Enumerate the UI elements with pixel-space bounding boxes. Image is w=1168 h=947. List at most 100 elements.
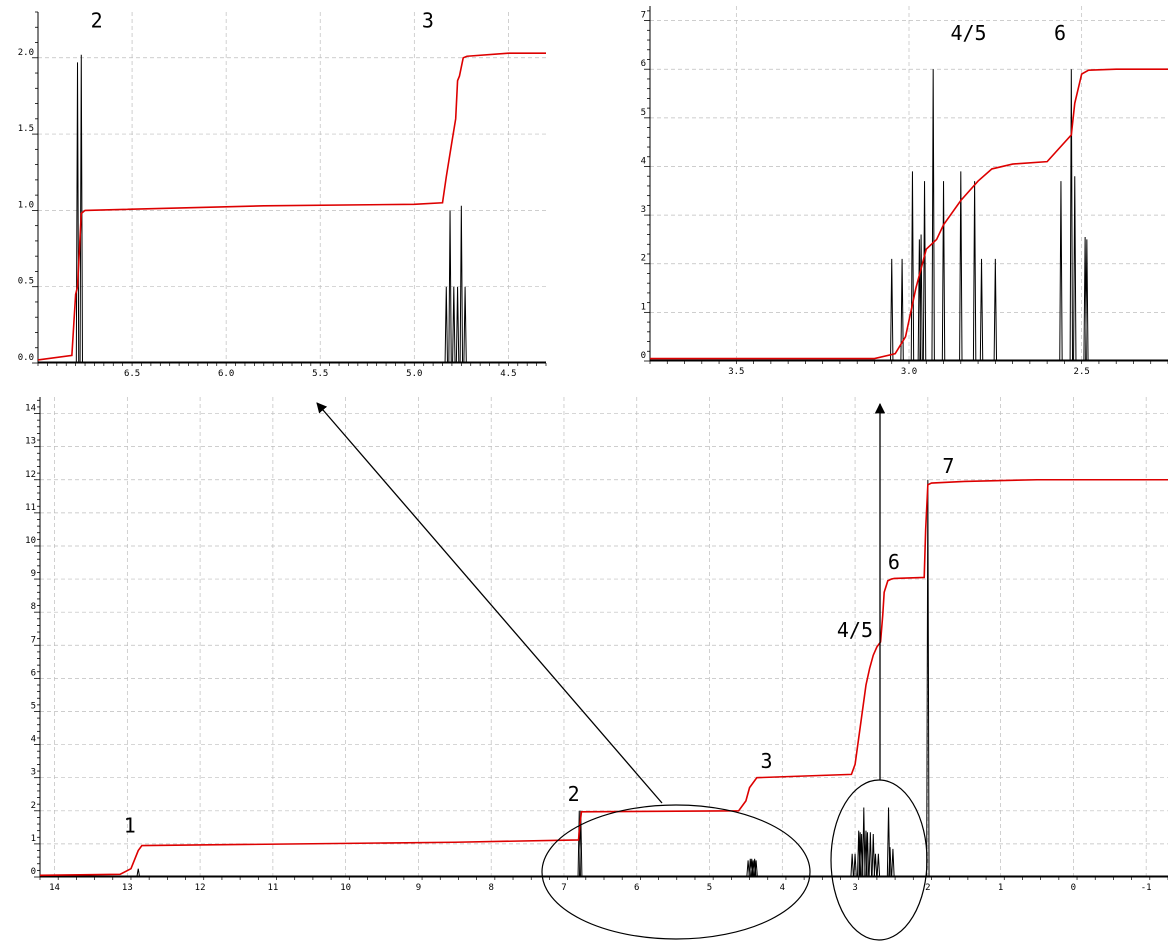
x-tick-label: 7: [561, 883, 566, 893]
y-tick-label: 7: [641, 11, 646, 21]
y-tick-label: 5: [641, 108, 646, 118]
x-tick-label: 11: [267, 883, 278, 893]
spectrum-peak: [579, 810, 583, 877]
spectrum-series: [650, 69, 1168, 361]
y-tick-label: 1.5: [18, 124, 34, 134]
spectrum-series: [38, 54, 546, 363]
y-tick-label: 5: [31, 701, 36, 711]
spectrum-peak: [876, 853, 881, 877]
zoom-ellipse-right: [830, 779, 928, 941]
peak-group-label: 7: [942, 454, 954, 478]
x-tick-label: 14: [49, 883, 60, 893]
spectrum-peak: [931, 69, 935, 361]
grid: [38, 12, 546, 364]
y-tick-label: 12: [25, 470, 36, 480]
y-tick-label: 11: [25, 503, 36, 513]
x-tick-label: 5: [707, 883, 712, 893]
spectrum-peak: [853, 853, 857, 877]
y-tick-label: 0.5: [18, 277, 34, 287]
x-tick-label: 10: [340, 883, 351, 893]
spectrum-peak: [1059, 181, 1063, 361]
spectrum-peak: [459, 205, 464, 363]
y-tick-label: 2.0: [18, 48, 34, 58]
y-tick-label: 1: [31, 834, 36, 844]
y-tick-label: 13: [25, 437, 36, 447]
y-tick-label: 0.0: [18, 353, 34, 363]
peak-group-label: 4/5: [837, 618, 873, 642]
x-tick-label: 13: [122, 883, 133, 893]
x-tick-label: 6.0: [218, 369, 234, 379]
y-tick-label: 1.0: [18, 200, 34, 210]
spectrum-peak: [75, 62, 80, 363]
integral-curve: [39, 478, 1168, 877]
y-tick-label: 6: [641, 59, 646, 69]
spectrum-peak: [959, 171, 963, 361]
y-tick-label: 2: [641, 254, 646, 264]
spectrum-peak: [79, 54, 83, 363]
spectrum-peak: [452, 286, 456, 363]
peak-group-label: 4/5: [950, 21, 986, 45]
x-tick-label: 1: [998, 883, 1003, 893]
grid: [40, 397, 1168, 878]
x-tick-label: 0: [1071, 883, 1076, 893]
x-tick-label: 2: [925, 883, 930, 893]
peak-group-label: 6: [1054, 21, 1066, 45]
spectrum-peak: [891, 848, 895, 877]
spectrum-peak: [463, 286, 467, 363]
spectrum-peak: [941, 181, 946, 361]
spectrum-peak: [900, 258, 904, 361]
spectrum-peak: [910, 171, 915, 361]
x-tick-label: 9: [416, 883, 421, 893]
spectrum-peak: [868, 832, 873, 877]
spectrum-peak: [444, 286, 448, 363]
x-tick-label: 5.0: [406, 369, 422, 379]
spectrum-peak: [972, 181, 977, 361]
spectrum-peak: [888, 847, 892, 877]
spectrum-peak: [922, 181, 927, 361]
y-tick-label: 7: [31, 635, 36, 645]
peak-group-label: 1: [124, 813, 136, 837]
spectrum-peak: [865, 832, 870, 877]
peak-group-label: 6: [888, 550, 900, 574]
x-tick-label: 4: [780, 883, 785, 893]
spectrum-peak: [993, 258, 998, 361]
spectrum-series: [40, 479, 1168, 877]
spectrum-peak: [890, 258, 894, 361]
spectrum-peak: [754, 860, 758, 877]
x-tick-label: 6: [634, 883, 639, 893]
y-tick-label: 4: [31, 735, 36, 745]
y-tick-label: 1: [641, 302, 646, 312]
x-tick-label: 2.5: [1074, 367, 1090, 377]
y-tick-label: 9: [31, 569, 36, 579]
spectrum-peak: [1069, 69, 1074, 361]
peak-group-label: 2: [568, 782, 580, 806]
zoom-annotations: [316, 402, 928, 941]
x-tick-label: 3.5: [728, 367, 744, 377]
y-tick-label: 10: [25, 536, 36, 546]
spectrum-peak: [862, 807, 866, 877]
zoom-arrow-left: [316, 402, 663, 804]
x-tick-label: -1: [1141, 883, 1152, 893]
spectrum-peak: [136, 868, 140, 877]
grid: [650, 6, 1168, 362]
inset-left-chart: 6.5 6.0 5.5 5.0 4.5 0.0 0.5 1.0 1.5 2.0 2 3: [18, 8, 547, 379]
spectrum-peak: [455, 286, 460, 363]
integral-curve: [37, 52, 546, 361]
y-tick-label: 8: [31, 602, 36, 612]
y-tick-label: 3: [31, 768, 36, 778]
spectrum-peak: [1085, 239, 1089, 361]
spectrum-peak: [919, 234, 923, 361]
y-tick-label: 2: [31, 801, 36, 811]
peak-group-label: 2: [91, 8, 103, 32]
x-tick-label: 4.5: [500, 369, 516, 379]
y-tick-label: 0: [641, 351, 646, 361]
spectrum-peak: [1073, 176, 1077, 361]
spectrum-peak: [850, 853, 854, 877]
spectrum-peak: [873, 853, 878, 877]
spectrum-peak: [746, 860, 750, 877]
zoom-ellipse-left: [541, 804, 811, 940]
integral-curve: [650, 68, 1168, 360]
y-tick-label: 3: [641, 205, 646, 215]
spectrum-peak: [979, 258, 984, 361]
